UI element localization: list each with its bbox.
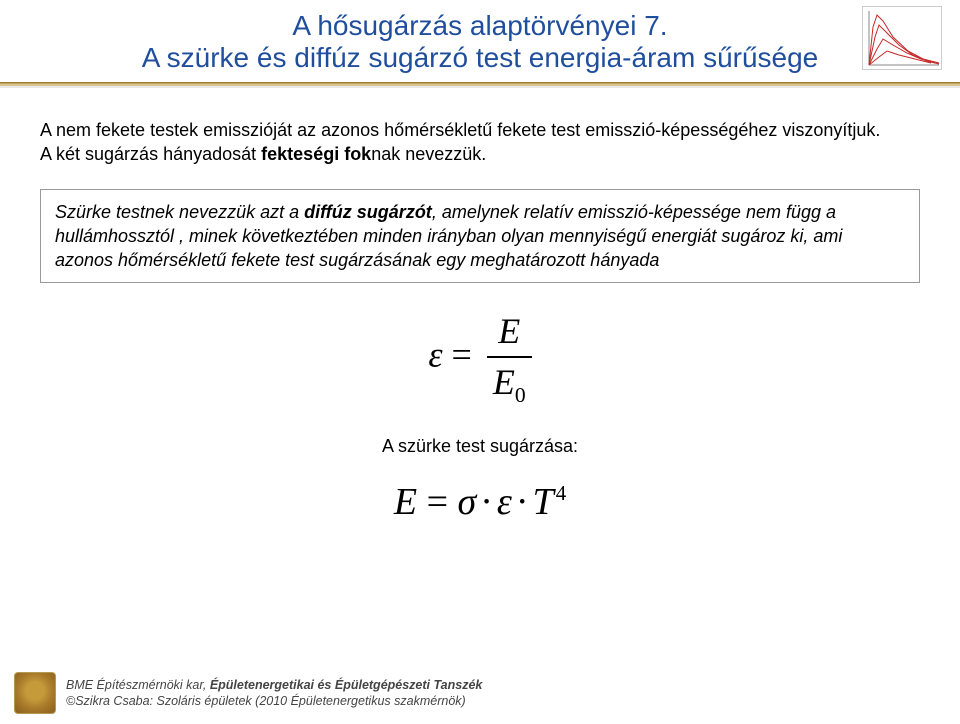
eq2-E: E — [394, 481, 417, 523]
paragraph-1: A nem fekete testek emisszióját az azono… — [40, 118, 920, 167]
equation-epsilon: ε = E E0 — [40, 307, 920, 410]
title-block: A hősugárzás alaptörvényei 7. A szürke é… — [0, 10, 960, 74]
title-line-1: A hősugárzás alaptörvényei 7. — [0, 10, 960, 42]
eq1-fraction: E E0 — [487, 307, 532, 410]
eq1-eq: = — [443, 335, 481, 375]
footer-line1-b: Épületenergetikai és Épületgépészeti Tan… — [210, 678, 483, 692]
eq2-dot2: · — [512, 481, 533, 523]
eq2-eps: ε — [497, 481, 512, 523]
eq2-dot1: · — [476, 481, 497, 523]
eq1-den: E0 — [487, 356, 532, 410]
para1-b: A két sugárzás hányadosát — [40, 144, 261, 164]
eq1-num: E — [487, 307, 532, 356]
spectral-curves-chart — [862, 6, 942, 70]
equation-stefan-boltzmann: E = σ·ε·T4 — [40, 477, 920, 528]
para1-bold: fekteségi fok — [261, 144, 371, 164]
eq1-lhs: ε — [428, 335, 442, 375]
para1-c: nak nevezzük. — [371, 144, 486, 164]
definition-box: Szürke testnek nevezzük azt a diffúz sug… — [40, 189, 920, 284]
label-grey-body: A szürke test sugárzása: — [40, 434, 920, 458]
footer: BME Építészmérnöki kar, Épületenergetika… — [14, 672, 946, 714]
eq2-eq: = — [417, 481, 457, 523]
eq1-den-base: E — [493, 362, 515, 402]
footer-line-2: ©Szikra Csaba: Szoláris épületek (2010 É… — [66, 693, 482, 709]
title-line-2: A szürke és diffúz sugárzó test energia-… — [0, 42, 960, 74]
def-a: Szürke testnek nevezzük azt a — [55, 202, 304, 222]
eq1-den-sub: 0 — [515, 383, 526, 407]
content: A nem fekete testek emisszióját az azono… — [0, 88, 960, 528]
bme-crest-icon — [14, 672, 56, 714]
eq2-sigma: σ — [458, 481, 477, 523]
para1-a: A nem fekete testek emisszióját az azono… — [40, 120, 880, 140]
def-bold: diffúz sugárzót — [304, 202, 432, 222]
divider-shadow — [0, 86, 960, 88]
eq2-T: T — [533, 481, 554, 523]
footer-text: BME Építészmérnöki kar, Épületenergetika… — [66, 677, 482, 710]
header: A hősugárzás alaptörvényei 7. A szürke é… — [0, 0, 960, 88]
footer-line-1: BME Építészmérnöki kar, Épületenergetika… — [66, 677, 482, 693]
eq2-exp: 4 — [556, 481, 566, 505]
footer-line1-a: BME Építészmérnöki kar, — [66, 678, 210, 692]
